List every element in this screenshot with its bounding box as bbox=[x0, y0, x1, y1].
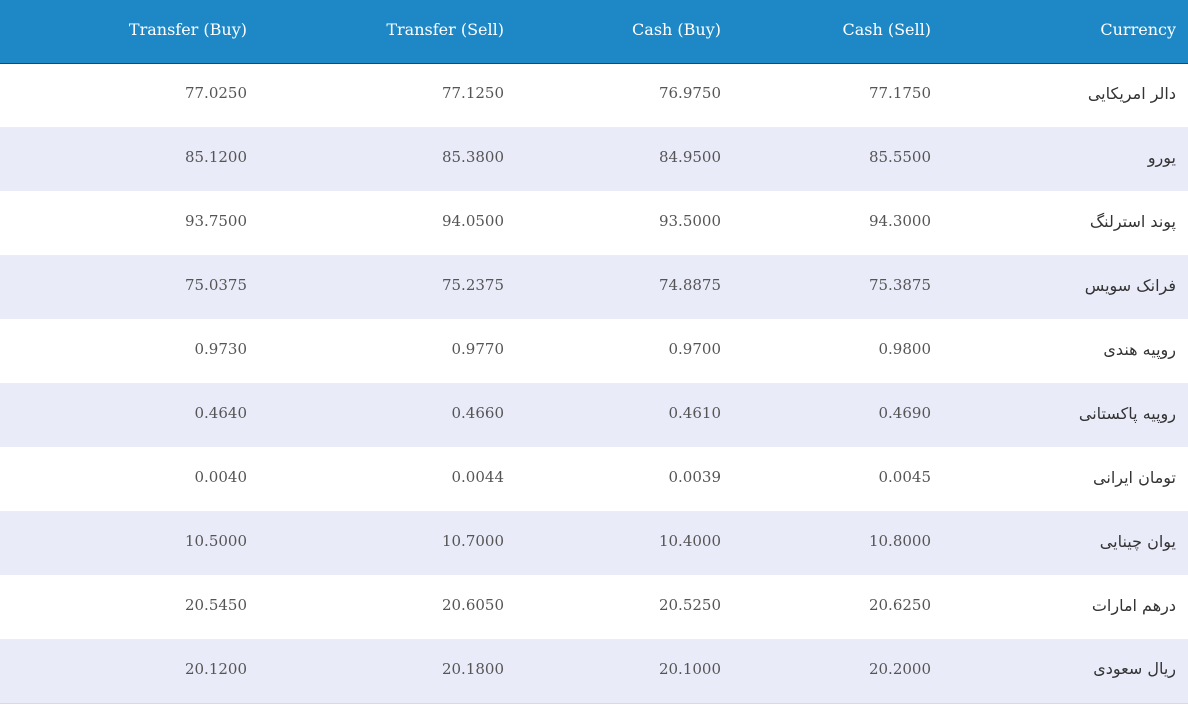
currency-name-cell: درهم امارات bbox=[1091, 595, 1176, 615]
transfer-buy-cell: 0.4640 bbox=[194, 404, 248, 422]
cash-buy-cell: 74.8875 bbox=[658, 276, 721, 294]
cash-sell-cell: 0.0045 bbox=[878, 468, 932, 486]
cash-buy-cell: 0.4610 bbox=[668, 404, 722, 422]
transfer-sell-cell: 20.1800 bbox=[441, 659, 504, 678]
cash-buy-cell: 0.9700 bbox=[668, 340, 722, 358]
transfer-buy-cell: 20.1200 bbox=[184, 659, 247, 678]
cash-sell-cell: 94.3000 bbox=[868, 212, 931, 230]
table-row: 93.7500 94.0500 93.5000 94.3000 پوند است… bbox=[0, 191, 1188, 255]
currency-name-cell: دالر امریکایی bbox=[1087, 83, 1176, 103]
cash-sell-cell: 0.4690 bbox=[878, 404, 932, 422]
table-row: 75.0375 75.2375 74.8875 75.3875 فرانک سو… bbox=[0, 255, 1188, 319]
header-row: Transfer (Buy) Transfer (Sell) Cash (Buy… bbox=[0, 0, 1188, 64]
table-row: 0.0040 0.0044 0.0039 0.0045 تومان ایرانی bbox=[0, 447, 1188, 511]
header-cash-sell: Cash (Sell) bbox=[729, 0, 939, 64]
transfer-sell-cell: 20.6050 bbox=[441, 596, 504, 614]
transfer-sell-cell: 94.0500 bbox=[441, 212, 504, 230]
transfer-sell-cell: 0.0044 bbox=[451, 468, 505, 486]
transfer-sell-cell: 10.7000 bbox=[441, 532, 504, 550]
currency-name-cell: روپیه پاکستانی bbox=[1078, 403, 1176, 423]
table-row: 0.4640 0.4660 0.4610 0.4690 روپیه پاکستا… bbox=[0, 383, 1188, 447]
table-header: Transfer (Buy) Transfer (Sell) Cash (Buy… bbox=[0, 0, 1188, 64]
transfer-sell-cell: 0.9770 bbox=[451, 340, 505, 358]
cash-sell-cell: 20.2000 bbox=[868, 659, 931, 678]
table-body: 77.0250 77.1250 76.9750 77.1750 دالر امر… bbox=[0, 63, 1188, 703]
cash-buy-cell: 20.1000 bbox=[658, 659, 721, 678]
cash-buy-cell: 84.9500 bbox=[658, 148, 721, 166]
header-cash-buy: Cash (Buy) bbox=[512, 0, 729, 64]
transfer-buy-cell: 85.1200 bbox=[184, 148, 247, 166]
table-row: 85.1200 85.3800 84.9500 85.5500 یورو bbox=[0, 127, 1188, 191]
currency-name-cell: ریال سعودی bbox=[1093, 659, 1176, 679]
header-transfer-sell: Transfer (Sell) bbox=[255, 0, 512, 64]
transfer-buy-cell: 0.0040 bbox=[194, 468, 248, 486]
cash-sell-cell: 85.5500 bbox=[868, 148, 931, 166]
cash-sell-cell: 20.6250 bbox=[868, 596, 931, 614]
currency-name-cell: تومان ایرانی bbox=[1093, 467, 1176, 487]
transfer-buy-cell: 10.5000 bbox=[184, 532, 247, 550]
cash-sell-cell: 0.9800 bbox=[878, 340, 932, 358]
transfer-buy-cell: 75.0375 bbox=[184, 276, 247, 294]
currency-name-cell: فرانک سویس bbox=[1084, 275, 1176, 295]
transfer-buy-cell: 93.7500 bbox=[184, 212, 247, 230]
currency-name-cell: روپیه هندی bbox=[1103, 339, 1176, 359]
cash-sell-cell: 75.3875 bbox=[868, 276, 931, 294]
currency-name-cell: یوان چینایی bbox=[1099, 531, 1176, 551]
cash-buy-cell: 0.0039 bbox=[668, 468, 722, 486]
cash-buy-cell: 76.9750 bbox=[658, 84, 721, 103]
transfer-sell-cell: 77.1250 bbox=[441, 84, 504, 103]
transfer-sell-cell: 85.3800 bbox=[441, 148, 504, 166]
table-row: 20.5450 20.6050 20.5250 20.6250 درهم اما… bbox=[0, 575, 1188, 639]
cash-sell-cell: 77.1750 bbox=[868, 84, 931, 103]
currency-name-cell: یورو bbox=[1147, 147, 1176, 167]
transfer-sell-cell: 75.2375 bbox=[441, 276, 504, 294]
cash-buy-cell: 10.4000 bbox=[658, 532, 721, 550]
table-row: 10.5000 10.7000 10.4000 10.8000 یوان چین… bbox=[0, 511, 1188, 575]
transfer-buy-cell: 0.9730 bbox=[194, 340, 248, 358]
currency-name-cell: پوند استرلنگ bbox=[1089, 211, 1176, 231]
transfer-buy-cell: 20.5450 bbox=[184, 596, 247, 614]
transfer-buy-cell: 77.0250 bbox=[184, 84, 247, 103]
table-row: 77.0250 77.1250 76.9750 77.1750 دالر امر… bbox=[0, 63, 1188, 127]
header-currency: Currency bbox=[939, 0, 1188, 64]
header-transfer-buy: Transfer (Buy) bbox=[0, 0, 255, 64]
table-row: 0.9730 0.9770 0.9700 0.9800 روپیه هندی bbox=[0, 319, 1188, 383]
table-row: 20.1200 20.1800 20.1000 20.2000 ریال سعو… bbox=[0, 639, 1188, 703]
cash-sell-cell: 10.8000 bbox=[868, 532, 931, 550]
cash-buy-cell: 20.5250 bbox=[658, 596, 721, 614]
cash-buy-cell: 93.5000 bbox=[658, 212, 721, 230]
transfer-sell-cell: 0.4660 bbox=[451, 404, 505, 422]
